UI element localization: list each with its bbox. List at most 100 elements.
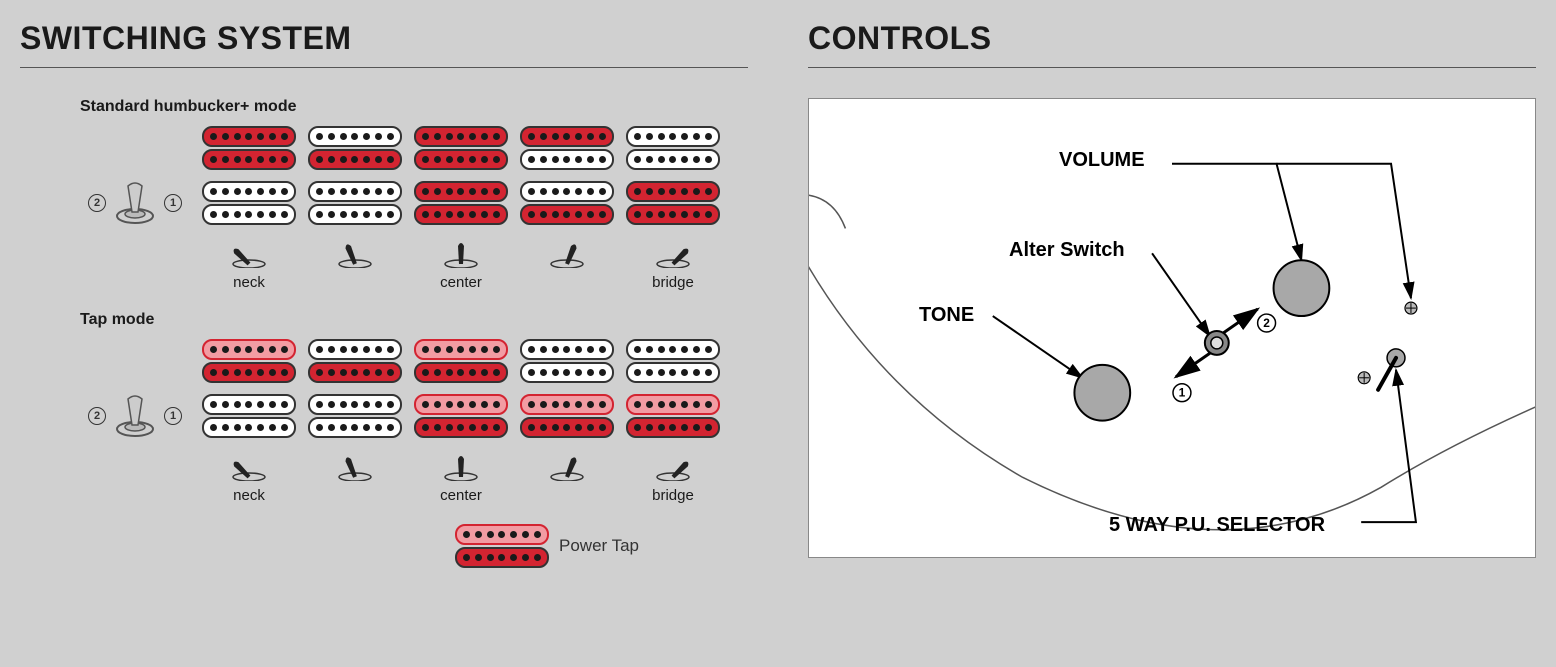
pickup-coil (202, 149, 296, 170)
pickup-coil (202, 181, 296, 202)
lever-icon (328, 451, 382, 481)
pickup-coil (626, 181, 720, 202)
lever-icon (646, 238, 700, 268)
pickup-coil (308, 149, 402, 170)
pickup-coil (520, 181, 614, 202)
pickup-coil (626, 339, 720, 360)
lever-icon (222, 238, 276, 268)
svg-text:2: 2 (1263, 316, 1270, 330)
pickup-coil (308, 126, 402, 147)
pickup-coil (414, 394, 508, 415)
pickup-coil (414, 126, 508, 147)
pickup-coil (520, 362, 614, 383)
mode-label: Tap mode (80, 311, 748, 329)
humbucker (626, 339, 720, 383)
switching-title: SWITCHING SYSTEM (20, 20, 748, 57)
position-label: bridge (626, 274, 720, 291)
mode-label: Standard humbucker+ mode (80, 98, 748, 116)
pickup-coil (308, 181, 402, 202)
switch-num-2: 2 (88, 194, 106, 212)
humbucker (202, 339, 296, 383)
pickup-coil (626, 362, 720, 383)
selector-label: 5 WAY P.U. SELECTOR (1109, 514, 1325, 537)
alter-switch-icon: 2 1 (80, 178, 190, 228)
humbucker (414, 394, 508, 438)
pickup-coil (520, 394, 614, 415)
pickup-coil (626, 149, 720, 170)
mode-block: Standard humbucker+ mode 2 1 neck center b… (80, 98, 748, 291)
position-label: center (414, 487, 508, 504)
lever-icon (222, 451, 276, 481)
humbucker (414, 126, 508, 170)
tone-label: TONE (919, 304, 974, 327)
position-label: neck (202, 274, 296, 291)
humbucker (520, 339, 614, 383)
humbucker (202, 126, 296, 170)
pickup-coil (414, 181, 508, 202)
pickup-coil (455, 524, 549, 545)
lever-icon (434, 451, 488, 481)
pickup-coil (202, 394, 296, 415)
humbucker (455, 524, 549, 568)
pickup-coil (414, 204, 508, 225)
lever-icon (434, 238, 488, 268)
position-label: bridge (626, 487, 720, 504)
pickup-coil (308, 417, 402, 438)
controls-title: CONTROLS (808, 20, 1536, 57)
pickup-coil (626, 204, 720, 225)
controls-diagram: 2 1 VOLUME Alter Switch TONE 5 WAY P.U. SELE… (808, 98, 1536, 558)
switch-num-1: 1 (164, 407, 182, 425)
humbucker (414, 339, 508, 383)
pickup-coil (202, 126, 296, 147)
humbucker (520, 126, 614, 170)
divider (808, 67, 1536, 68)
pickup-coil (414, 362, 508, 383)
pickup-coil (308, 394, 402, 415)
mode-block: Tap mode 2 1 neck center bridge (80, 311, 748, 504)
lever-icon (540, 238, 594, 268)
switching-section: SWITCHING SYSTEM Standard humbucker+ mod… (20, 20, 748, 568)
position-label: center (414, 274, 508, 291)
humbucker (626, 126, 720, 170)
lever-icon (646, 451, 700, 481)
divider (20, 67, 748, 68)
humbucker (308, 339, 402, 383)
power-tap-legend: Power Tap (455, 524, 748, 568)
pickup-coil (414, 417, 508, 438)
pickup-coil (308, 204, 402, 225)
pickup-coil (455, 547, 549, 568)
lever-icon (328, 238, 382, 268)
alter-switch-label: Alter Switch (1009, 239, 1125, 262)
pickup-coil (626, 126, 720, 147)
position-label (308, 274, 402, 291)
switch-num-2: 2 (88, 407, 106, 425)
humbucker (414, 181, 508, 225)
pickup-coil (520, 149, 614, 170)
pickup-coil (202, 362, 296, 383)
pickup-coil (520, 417, 614, 438)
humbucker (520, 181, 614, 225)
pickup-coil (626, 394, 720, 415)
toggle-switch-icon (110, 178, 160, 228)
volume-label: VOLUME (1059, 149, 1145, 172)
position-label (520, 487, 614, 504)
position-label (520, 274, 614, 291)
svg-text:1: 1 (1179, 386, 1186, 400)
pickup-coil (520, 126, 614, 147)
legend-label: Power Tap (559, 536, 639, 556)
humbucker (626, 394, 720, 438)
pickup-coil (626, 417, 720, 438)
pickup-coil (414, 339, 508, 360)
humbucker (308, 181, 402, 225)
humbucker (626, 181, 720, 225)
pickup-coil (414, 149, 508, 170)
pickup-coil (202, 339, 296, 360)
pickup-coil (520, 204, 614, 225)
alter-switch-icon: 2 1 (80, 391, 190, 441)
humbucker (520, 394, 614, 438)
position-label (308, 487, 402, 504)
position-label: neck (202, 487, 296, 504)
toggle-switch-icon (110, 391, 160, 441)
lever-icon (540, 451, 594, 481)
controls-section: CONTROLS 2 1 VOLUME Alter Switch TONE 5 WAY … (808, 20, 1536, 568)
